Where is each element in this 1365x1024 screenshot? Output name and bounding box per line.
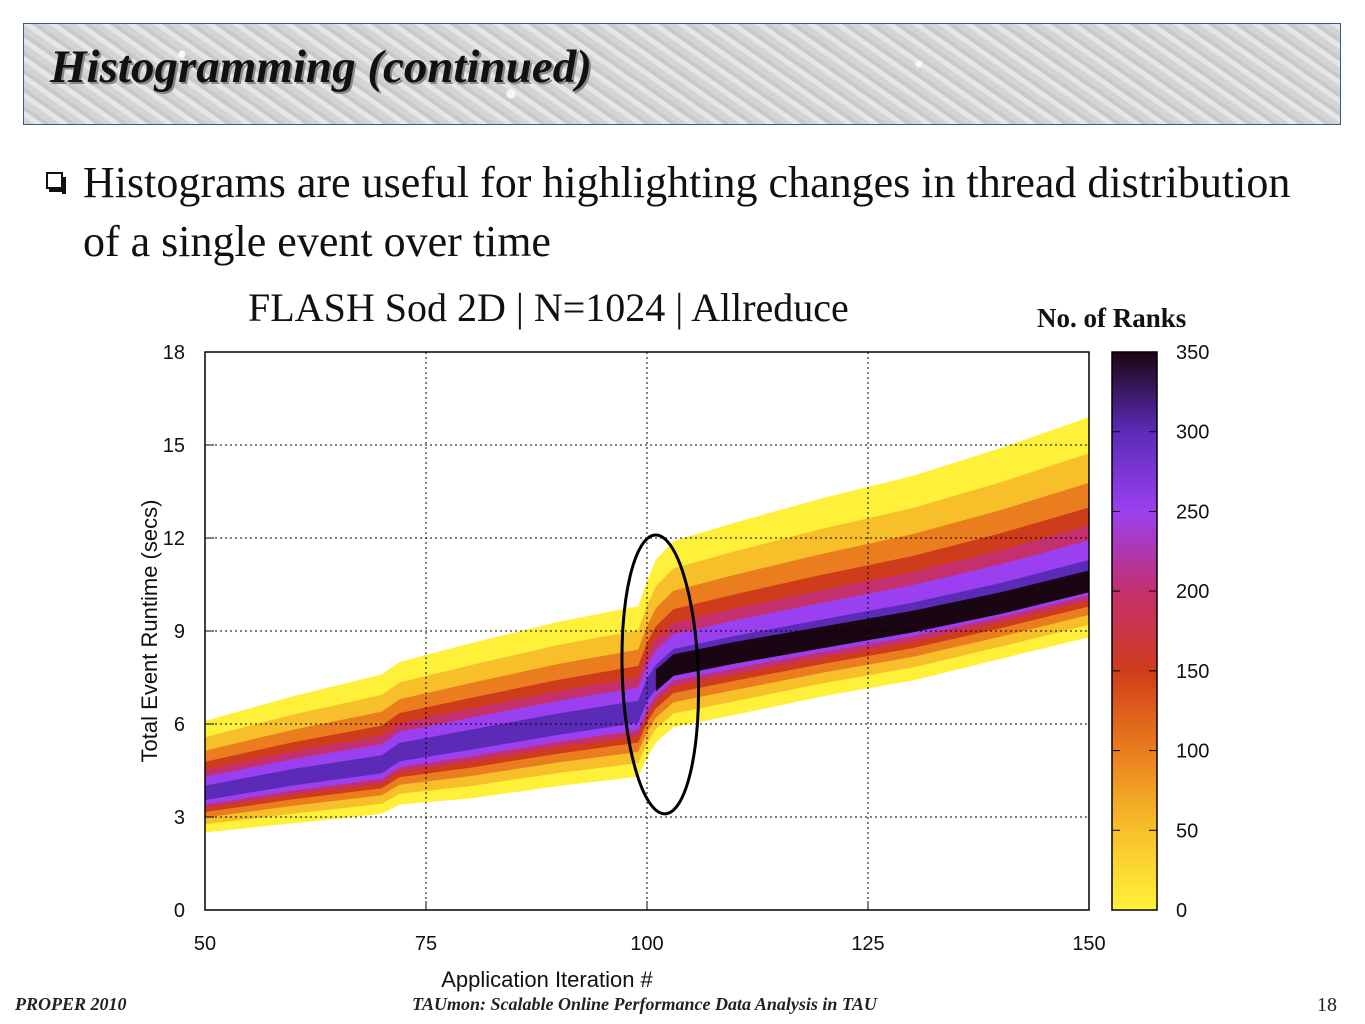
x-tick-label: 125	[851, 933, 884, 955]
slide-title: Histogramming (continued)	[50, 41, 592, 93]
x-tick-label: 150	[1072, 933, 1105, 955]
y-tick-label: 3	[174, 807, 185, 829]
heatmap-bands	[205, 417, 1089, 833]
chart-title: FLASH Sod 2D | N=1024 | Allreduce	[248, 285, 849, 330]
page-number: 18	[1317, 994, 1337, 1016]
colorbar-tick-label: 200	[1176, 581, 1209, 603]
colorbar: 0 50 100 150 200 250 300 350	[1111, 342, 1209, 922]
highlight-ellipse	[620, 533, 701, 816]
colorbar-tick-label: 0	[1176, 900, 1187, 922]
annotation-ellipse-group	[620, 533, 701, 816]
colorbar-tick-label: 100	[1176, 741, 1209, 763]
y-tick-label: 9	[174, 621, 185, 643]
colorbar-gradient	[1111, 351, 1158, 911]
colorbar-tick-label: 50	[1176, 820, 1198, 842]
x-tick-label: 100	[630, 933, 663, 955]
x-tick-label: 50	[194, 933, 216, 955]
colorbar-tick-label: 150	[1176, 661, 1209, 683]
footer-talk-title: TAUmon: Scalable Online Performance Data…	[412, 994, 877, 1014]
y-axis-label: Total Event Runtime (secs)	[137, 500, 162, 763]
colorbar-tick-label: 300	[1176, 422, 1209, 444]
colorbar-tick-label: 250	[1176, 501, 1209, 523]
y-tick-label: 15	[163, 435, 185, 457]
bullet-text: Histograms are useful for highlighting c…	[83, 158, 1291, 266]
checkbox-bullet-icon	[46, 172, 66, 194]
colorbar-title: No. of Ranks	[1037, 303, 1187, 333]
y-tick-label: 0	[174, 900, 185, 922]
colorbar-tick-label: 350	[1176, 342, 1209, 364]
y-tick-label: 6	[174, 714, 185, 736]
footer-conference: PROPER 2010	[15, 994, 127, 1014]
title-bar	[23, 23, 1341, 125]
band-350-ranks	[655, 570, 1089, 692]
x-axis-label: Application Iteration #	[441, 967, 653, 992]
x-tick-label: 75	[415, 933, 437, 955]
y-tick-label: 18	[163, 342, 185, 364]
y-tick-label: 12	[163, 528, 185, 550]
grid-lines	[205, 352, 1089, 910]
axes: 50 75 100 125 150 0 3 6 9 12 15 18 Application Itera…	[137, 342, 1106, 992]
